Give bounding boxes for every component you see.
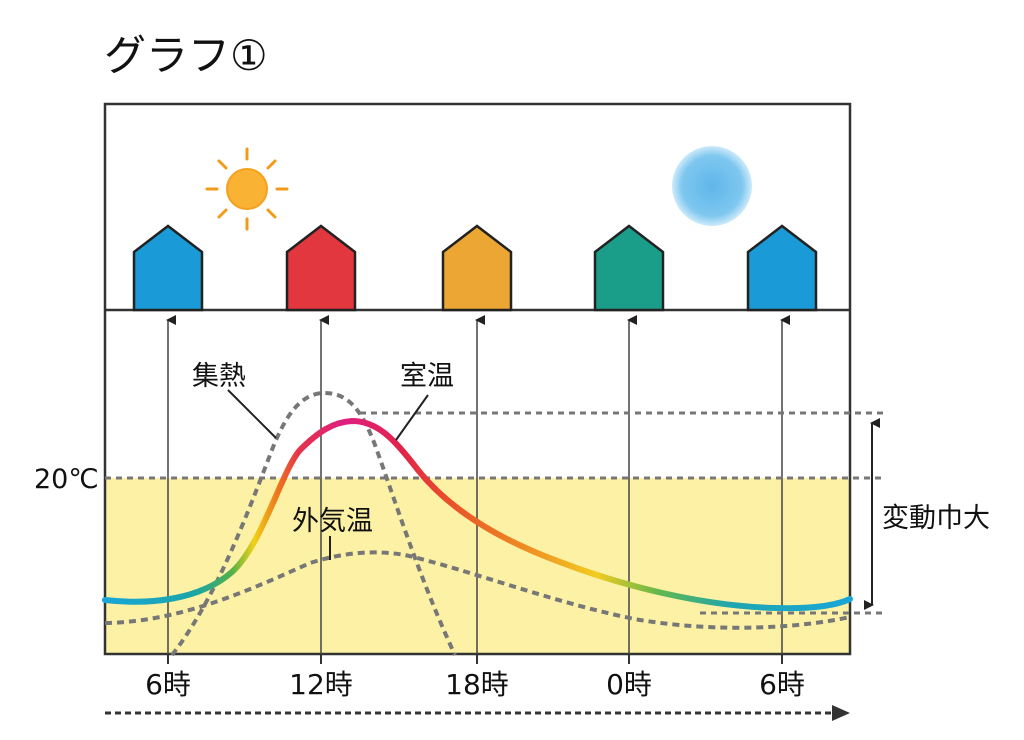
- house-icon: [593, 224, 665, 312]
- time-axis: 6時 12時 18時 0時 6時: [145, 654, 805, 701]
- time-tick-label: 6時: [759, 668, 805, 701]
- time-flow-arrowhead: [832, 705, 850, 721]
- house-icon: [441, 224, 513, 312]
- house-icon: [746, 224, 818, 312]
- time-arrows: [166, 315, 790, 655]
- heat-collection-curve: [170, 390, 457, 657]
- room-temp-label: 室温: [400, 361, 454, 392]
- room-temp-leader: [395, 394, 429, 441]
- moon-icon: [672, 146, 752, 226]
- variation-label: 変動巾大: [882, 503, 990, 534]
- house-icon: [285, 224, 357, 312]
- house-icon: [132, 224, 204, 312]
- room-temperature-curve: [102, 417, 853, 612]
- time-tick-label: 12時: [289, 668, 353, 701]
- outside-temp-label: 外気温: [292, 506, 373, 537]
- chart-title: グラフ①: [104, 31, 268, 80]
- house-row: [132, 224, 818, 312]
- time-tick-label: 6時: [145, 668, 191, 701]
- outside-temperature-curve: [104, 550, 851, 630]
- time-tick-label: 18時: [445, 668, 509, 701]
- threshold-label: 20℃: [34, 464, 99, 495]
- collect-heat-label: 集熱: [192, 361, 246, 392]
- time-tick-label: 0時: [606, 668, 652, 701]
- collect-heat-leader: [227, 389, 277, 439]
- sun-icon: [205, 147, 289, 231]
